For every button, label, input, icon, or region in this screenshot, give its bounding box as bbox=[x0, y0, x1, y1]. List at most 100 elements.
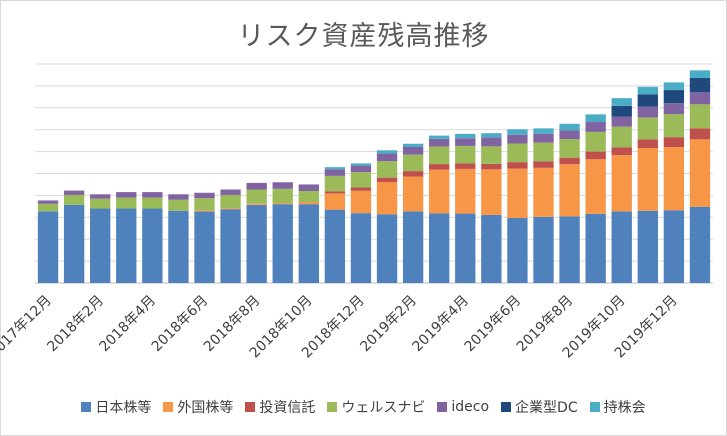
bar-segment bbox=[324, 167, 346, 170]
bar-segment bbox=[246, 204, 267, 283]
legend-label: 企業型DC bbox=[515, 400, 578, 416]
bar-segment bbox=[507, 168, 528, 218]
legend-item: ウェルスナビ bbox=[327, 397, 425, 417]
bar-segment bbox=[220, 209, 241, 283]
bar-segment bbox=[507, 217, 528, 283]
bar-segment bbox=[324, 175, 346, 192]
bar-segment bbox=[142, 208, 163, 283]
bar-segment bbox=[350, 187, 372, 191]
bar-segment bbox=[689, 78, 711, 93]
bar-segment bbox=[402, 143, 424, 148]
bar-segment bbox=[376, 150, 398, 154]
bar-segment bbox=[429, 169, 450, 214]
bar-segment bbox=[663, 137, 685, 148]
chart-legend: 日本株等 外国株等 投資信託 ウェルスナビ ideco 企業型DC 持株会 bbox=[0, 397, 727, 417]
bar-segment bbox=[376, 153, 398, 162]
bar-segment bbox=[559, 157, 580, 165]
bar-segment bbox=[220, 189, 241, 195]
bar-segment bbox=[455, 163, 476, 169]
legend-item: 投資信託 bbox=[245, 397, 315, 417]
bar-segment bbox=[559, 123, 580, 131]
bar-segment bbox=[611, 98, 632, 106]
bar-segment bbox=[455, 145, 476, 164]
bar-segment bbox=[637, 148, 658, 211]
bar-segment bbox=[559, 216, 580, 283]
bar-segment bbox=[533, 128, 554, 134]
x-tick-label: 2017年12月 bbox=[0, 293, 55, 362]
bar-segment bbox=[142, 197, 163, 209]
bar-segment bbox=[585, 151, 606, 160]
bar-segment bbox=[194, 211, 215, 283]
bar-segment bbox=[37, 203, 59, 212]
legend-label: 日本株等 bbox=[95, 400, 152, 416]
bar-segment bbox=[585, 122, 606, 132]
bar-segment bbox=[350, 190, 372, 214]
bar-segment bbox=[481, 137, 502, 147]
bar-segment bbox=[272, 182, 293, 189]
bar-segment bbox=[585, 114, 606, 123]
bar-segment bbox=[37, 211, 59, 283]
bar-segment bbox=[663, 90, 685, 104]
bar-segment bbox=[376, 214, 398, 283]
bar-segment bbox=[689, 92, 711, 105]
bar-segment bbox=[168, 199, 189, 211]
bar-segment bbox=[585, 213, 606, 283]
bar-segment bbox=[533, 142, 554, 162]
legend-swatch bbox=[245, 402, 256, 412]
bar-segment bbox=[663, 210, 685, 283]
bar-segment bbox=[611, 116, 632, 127]
bar-segment bbox=[63, 194, 85, 205]
bar-segment bbox=[429, 164, 450, 170]
bar-segment bbox=[116, 197, 137, 209]
bar-segment bbox=[689, 139, 711, 207]
bar-segment bbox=[429, 213, 450, 283]
bar-segment bbox=[350, 172, 372, 188]
bar-segment bbox=[585, 131, 606, 152]
bar-segment bbox=[194, 198, 215, 211]
bar-segment bbox=[168, 194, 189, 200]
bar-segment bbox=[455, 133, 476, 139]
bar-segment bbox=[637, 210, 658, 283]
bar-segment bbox=[507, 129, 528, 135]
legend-item: 外国株等 bbox=[163, 397, 233, 417]
bar-segment bbox=[142, 192, 163, 198]
bar-segment bbox=[663, 103, 685, 115]
bar-segment bbox=[116, 208, 137, 283]
bar-segment bbox=[324, 191, 346, 194]
bar-segment bbox=[298, 191, 319, 202]
bar-segment bbox=[481, 133, 502, 138]
bar-segment bbox=[481, 163, 502, 170]
bar-segment bbox=[533, 216, 554, 283]
bar-segment bbox=[220, 194, 241, 209]
legend-swatch bbox=[327, 402, 338, 412]
bar-segment bbox=[63, 190, 85, 195]
bar-segment bbox=[637, 86, 658, 95]
bar-segment bbox=[298, 204, 319, 283]
bar-segment bbox=[481, 169, 502, 215]
bar-segment bbox=[90, 208, 111, 283]
bar-segment bbox=[402, 171, 424, 177]
bar-segment bbox=[559, 130, 580, 140]
bar-segment bbox=[689, 104, 711, 129]
bar-segment bbox=[376, 182, 398, 215]
bar-segment bbox=[507, 134, 528, 144]
bar-segment bbox=[194, 192, 215, 199]
bar-segment bbox=[376, 161, 398, 178]
legend-swatch bbox=[81, 402, 92, 412]
bar-segment bbox=[611, 211, 632, 283]
bar-segment bbox=[350, 213, 372, 283]
bar-segment bbox=[272, 204, 293, 283]
bar-segment bbox=[533, 161, 554, 168]
legend-label: 持株会 bbox=[603, 400, 646, 416]
legend-label: 投資信託 bbox=[259, 400, 316, 416]
bar-segment bbox=[611, 147, 632, 156]
bar-segment bbox=[637, 94, 658, 107]
legend-label: ideco bbox=[451, 399, 490, 415]
bar-segment bbox=[272, 203, 293, 205]
bar-segment bbox=[429, 135, 450, 139]
legend-swatch bbox=[163, 402, 174, 412]
bar-segment bbox=[455, 168, 476, 214]
bar-segment bbox=[689, 70, 711, 79]
bar-segment bbox=[533, 133, 554, 143]
bar-segment bbox=[350, 163, 372, 166]
